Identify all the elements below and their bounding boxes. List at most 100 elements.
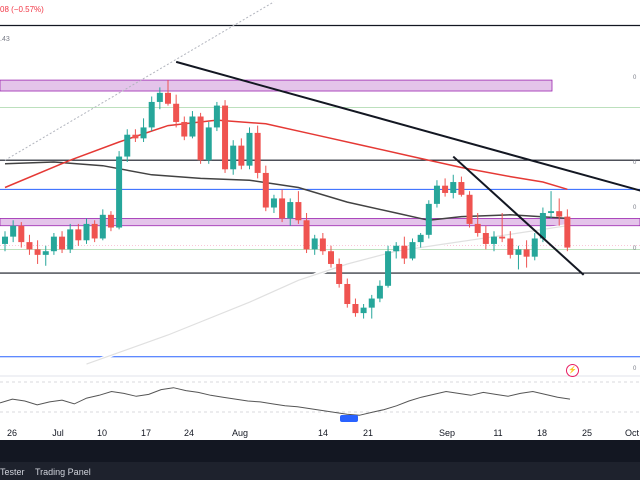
candle-body <box>303 220 310 250</box>
candle-body <box>425 203 432 235</box>
candle-body <box>458 182 465 195</box>
zones <box>0 79 640 227</box>
candle-body <box>376 285 383 299</box>
candle-body <box>344 283 351 305</box>
moving-average-red <box>4 119 568 191</box>
candle-body <box>433 185 440 204</box>
candle-body <box>270 198 277 208</box>
candle-body <box>254 132 261 173</box>
x-tick-label: 25 <box>582 428 592 438</box>
supply-zone <box>0 79 553 92</box>
candle-body <box>189 116 196 137</box>
level-label: 0 <box>633 160 637 166</box>
moving-average-dark <box>4 161 568 222</box>
candle-body <box>319 238 326 252</box>
candle-body <box>311 238 318 250</box>
candles <box>2 80 571 319</box>
trend-line <box>175 60 640 192</box>
trend-line <box>452 155 585 276</box>
candle-body <box>156 92 163 102</box>
candle-body <box>213 105 220 128</box>
price-change-label: 08 (−0.57%) <box>0 5 44 14</box>
horizontal-lines <box>0 24 640 358</box>
candle-body <box>368 298 375 308</box>
candle-body <box>181 121 188 137</box>
candle-body <box>197 116 204 161</box>
candle-body <box>107 214 114 228</box>
candle-body <box>42 251 49 255</box>
candle-body <box>531 238 538 257</box>
x-axis: 26 Jul 10 17 24 Aug 14 21 Sep 11 18 25 Oct <box>7 428 640 438</box>
candle-body <box>18 225 25 243</box>
rsi-line <box>0 387 571 416</box>
tab-trading-panel[interactable]: Trading Panel <box>35 467 91 477</box>
candle-body <box>205 127 212 161</box>
rsi-pane <box>0 375 640 422</box>
x-tick-label: 24 <box>184 428 194 438</box>
candle-body <box>295 202 302 221</box>
candle-body <box>246 132 253 166</box>
tab-strategy-tester[interactable]: Tester <box>0 467 25 477</box>
candle-body <box>10 225 17 237</box>
level-label: 0 <box>633 205 637 211</box>
moving-average-white <box>86 225 568 365</box>
candle-body <box>507 238 514 255</box>
candle-body <box>34 249 41 255</box>
candle-body <box>173 103 180 122</box>
x-tick-label: Sep <box>439 428 455 438</box>
price-value-label: .43 <box>0 36 10 43</box>
candle-body <box>238 145 245 166</box>
x-tick-label: 21 <box>363 428 373 438</box>
candle-body <box>165 92 171 104</box>
candle-body <box>539 212 546 239</box>
candle-body <box>287 202 294 219</box>
x-tick-label: 10 <box>97 428 107 438</box>
candle-body <box>148 101 155 128</box>
dashed-trend-line <box>4 1 275 161</box>
x-tick-label: Oct <box>625 428 640 438</box>
level-label: 0 <box>633 366 637 372</box>
candle-body <box>99 214 106 239</box>
moving-average-halo <box>85 223 568 366</box>
candle-body <box>116 156 123 228</box>
panel-divider <box>0 440 640 462</box>
bottom-panel: Tester Trading Panel <box>0 462 640 480</box>
candle-body <box>393 245 400 252</box>
candle-body <box>442 185 449 193</box>
marker-badge <box>340 415 358 422</box>
candle-body <box>417 234 424 243</box>
price-chart[interactable]: 26 Jul 10 17 24 Aug 14 21 Sep 11 18 25 Oct <box>0 0 640 440</box>
level-label: 0 <box>633 75 637 81</box>
x-tick-label: Aug <box>232 428 248 438</box>
candle-body <box>564 216 571 248</box>
x-tick-label: Jul <box>52 428 64 438</box>
candle-body <box>50 236 57 252</box>
candle-body <box>83 223 90 241</box>
candle-body <box>336 263 343 284</box>
candle-body <box>523 249 530 257</box>
candle-body <box>262 172 269 208</box>
candle-body <box>409 242 416 259</box>
candle-body <box>279 198 286 219</box>
candle-body <box>450 182 457 193</box>
candle-body <box>230 145 237 170</box>
candle-body <box>26 242 33 250</box>
candle-body <box>499 236 506 239</box>
candle-body <box>548 211 555 213</box>
candle-body <box>67 229 74 250</box>
lightning-icon[interactable]: ⚡ <box>566 364 579 377</box>
candle-body <box>556 211 563 217</box>
candle-body <box>385 251 392 286</box>
trend-lines <box>4 1 640 276</box>
candle-body <box>75 229 82 241</box>
candle-body <box>360 307 367 314</box>
x-tick-label: 14 <box>318 428 328 438</box>
candle-body <box>491 236 497 244</box>
candle-body <box>401 245 408 259</box>
level-label: 0 <box>633 246 637 252</box>
x-tick-label: 18 <box>537 428 547 438</box>
candle-body <box>222 105 229 170</box>
candle-body <box>59 236 66 250</box>
candle-body <box>91 223 98 239</box>
moving-averages <box>4 119 568 366</box>
